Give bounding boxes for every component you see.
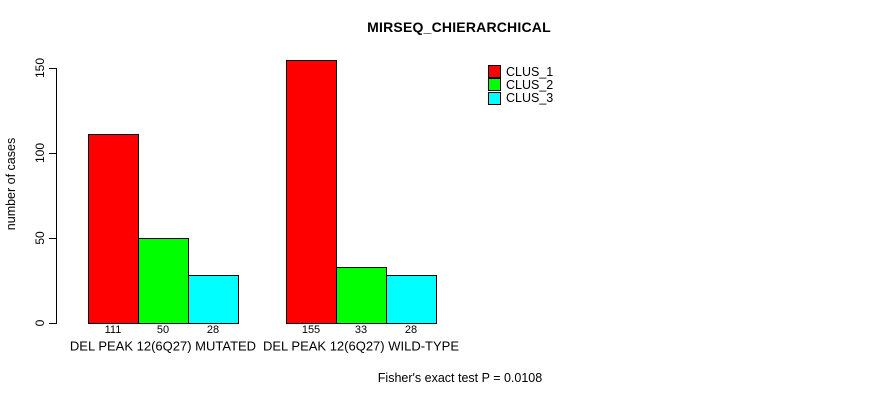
y-axis-tick bbox=[49, 67, 57, 69]
bar-clus_3-group1 bbox=[188, 275, 239, 324]
bar-value-label: 155 bbox=[301, 324, 321, 336]
legend-item-clus_1: CLUS_1 bbox=[488, 64, 554, 79]
chart-title: MIRSEQ_CHIERARCHICAL bbox=[367, 19, 551, 35]
bar-clus_1-group1 bbox=[88, 134, 139, 324]
annotation-fisher-test: Fisher's exact test P = 0.0108 bbox=[377, 371, 543, 385]
bar-value-label: 50 bbox=[156, 324, 170, 336]
legend-item-clus_3: CLUS_3 bbox=[488, 91, 554, 106]
legend-item-clus_2: CLUS_2 bbox=[488, 77, 554, 92]
bar-clus_3-group2 bbox=[386, 275, 437, 324]
bar-value-label: 111 bbox=[104, 324, 122, 336]
y-axis-line bbox=[56, 68, 57, 324]
bar-clus_1-group2 bbox=[286, 59, 337, 324]
x-category-label: DEL PEAK 12(6Q27) WILD-TYPE bbox=[262, 338, 460, 354]
legend-label: CLUS_3 bbox=[506, 91, 554, 106]
bar-value-label: 28 bbox=[206, 324, 220, 336]
bar-value-label: 28 bbox=[404, 324, 418, 336]
x-category-label: DEL PEAK 12(6Q27) MUTATED bbox=[69, 338, 257, 354]
legend-swatch-clus_2 bbox=[488, 78, 501, 92]
legend-label: CLUS_1 bbox=[506, 64, 554, 79]
legend-swatch-clus_3 bbox=[488, 91, 501, 105]
legend-swatch-clus_1 bbox=[488, 65, 501, 78]
y-axis-tick bbox=[49, 237, 57, 239]
y-axis-tick bbox=[49, 152, 57, 154]
y-axis-tick bbox=[49, 322, 57, 324]
legend-label: CLUS_2 bbox=[506, 77, 554, 92]
bar-value-label: 33 bbox=[354, 324, 368, 336]
